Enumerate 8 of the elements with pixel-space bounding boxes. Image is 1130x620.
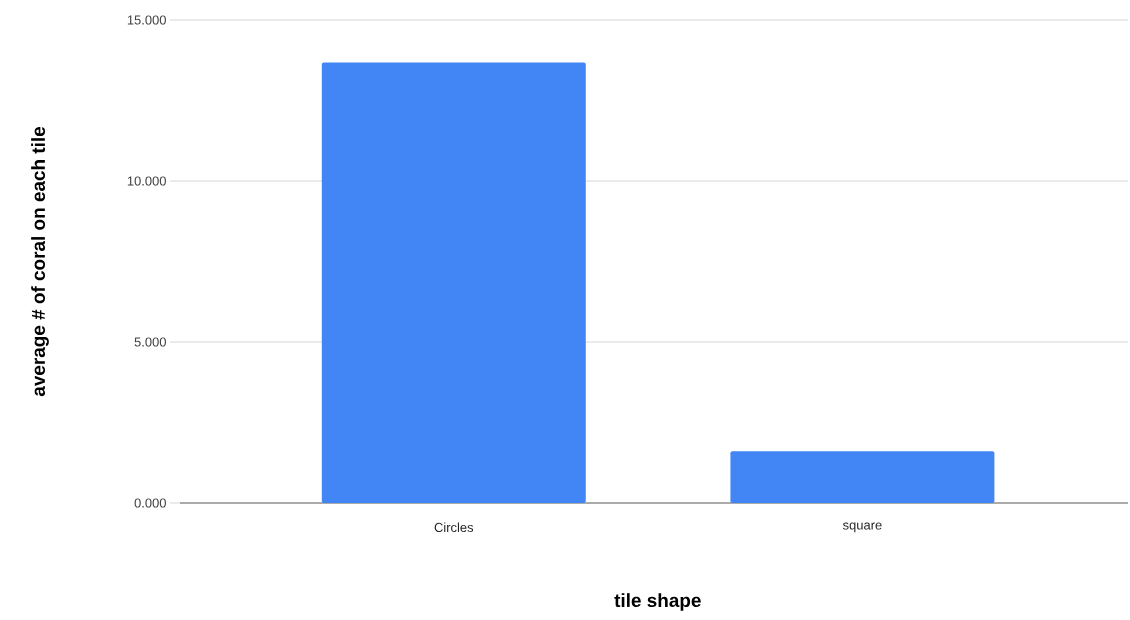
x-tick-label: Circles (434, 522, 474, 533)
y-tick-label: 10.000 (127, 176, 166, 186)
x-tick-label: square (842, 522, 882, 533)
y-axis-title: average # of coral on each tile (31, 126, 49, 397)
y-tick-label: 15.000 (127, 15, 166, 25)
y-tick-label: 0.000 (134, 498, 166, 508)
y-tick-label: 5.000 (134, 337, 166, 347)
x-axis-title: tile shape (614, 593, 701, 611)
